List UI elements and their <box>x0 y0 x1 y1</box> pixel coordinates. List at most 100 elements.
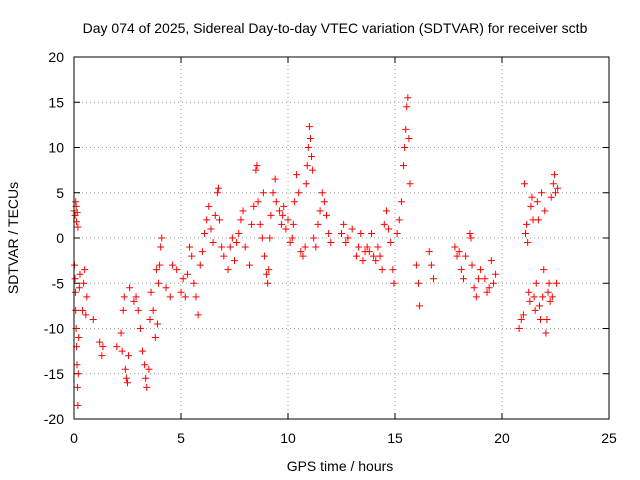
data-point <box>526 297 534 305</box>
data-point <box>533 198 541 206</box>
data-point <box>532 279 540 287</box>
data-point <box>302 180 310 188</box>
data-point <box>256 220 264 228</box>
data-point <box>71 275 79 283</box>
data-point <box>237 216 245 224</box>
data-point <box>474 275 482 283</box>
data-point <box>253 162 261 170</box>
data-point <box>248 220 256 228</box>
data-point <box>147 288 155 296</box>
data-point <box>316 207 324 215</box>
data-point <box>372 257 380 265</box>
data-point <box>312 243 320 251</box>
tick-labels: 0 5 10 15 20 25 20 15 10 5 0 -5 -10 -15 -20 <box>44 49 617 446</box>
data-point <box>554 184 562 192</box>
data-point <box>138 347 146 355</box>
data-point <box>173 266 181 274</box>
data-point <box>207 225 215 233</box>
data-point <box>545 279 553 287</box>
data-point <box>118 347 126 355</box>
data-point <box>122 374 130 382</box>
data-point <box>550 171 558 179</box>
data-point <box>183 270 191 278</box>
data-point <box>301 243 309 251</box>
data-point <box>226 243 234 251</box>
data-point <box>198 248 206 256</box>
data-point <box>430 275 438 283</box>
data-point <box>455 248 463 256</box>
data-point <box>271 175 279 183</box>
data-point <box>142 374 150 382</box>
data-point <box>149 306 157 314</box>
plot-frame <box>73 56 610 420</box>
y-tick-label: -20 <box>44 411 64 427</box>
data-point <box>168 261 176 269</box>
data-point <box>254 198 262 206</box>
data-point <box>166 293 174 301</box>
data-point <box>546 297 554 305</box>
data-point <box>517 315 525 323</box>
data-point <box>472 293 480 301</box>
data-point <box>280 202 288 210</box>
data-point <box>427 261 435 269</box>
data-point <box>552 189 559 197</box>
data-point <box>284 216 292 224</box>
data-point <box>158 234 166 242</box>
data-point <box>357 229 365 237</box>
data-point <box>113 343 121 351</box>
data-point <box>278 220 286 228</box>
data-point <box>543 315 551 323</box>
data-point <box>527 202 535 210</box>
data-point <box>459 275 467 283</box>
data-point <box>177 288 185 296</box>
data-point <box>218 243 226 251</box>
data-point <box>71 288 79 296</box>
data-point <box>233 239 241 247</box>
data-point <box>520 180 528 188</box>
data-point <box>466 229 474 237</box>
data-point <box>145 365 153 373</box>
data-point <box>231 257 238 265</box>
data-point <box>250 202 258 210</box>
data-point <box>468 261 476 269</box>
data-point <box>519 311 527 319</box>
data-point <box>405 134 413 142</box>
x-tick-label: 20 <box>494 430 510 446</box>
y-tick-label: 0 <box>56 230 64 246</box>
data-point <box>214 184 222 192</box>
data-point <box>98 352 106 360</box>
data-point <box>235 229 243 237</box>
data-point <box>264 279 272 287</box>
data-point <box>211 211 219 219</box>
data-point <box>539 293 547 301</box>
data-point <box>151 334 159 342</box>
data-point <box>125 352 133 360</box>
data-point <box>119 306 127 314</box>
data-point <box>374 243 382 251</box>
data-point <box>288 234 296 242</box>
y-tick-label: -10 <box>44 321 64 337</box>
data-point <box>462 252 470 260</box>
data-point <box>378 266 386 274</box>
data-point <box>483 288 491 296</box>
data-point <box>266 234 274 242</box>
data-point <box>146 315 154 323</box>
data-point <box>216 216 224 224</box>
data-point <box>305 123 313 131</box>
y-tick-label: -15 <box>44 366 64 382</box>
data-point <box>340 220 348 228</box>
y-tick-label: 5 <box>56 185 64 201</box>
data-point <box>553 279 561 287</box>
data-point <box>325 229 333 237</box>
data-point <box>162 284 170 292</box>
data-point <box>487 257 495 265</box>
data-point <box>239 207 247 215</box>
data-point <box>318 189 326 197</box>
data-point <box>523 220 531 228</box>
x-tick-label: 10 <box>280 430 296 446</box>
y-axis-label: SDTVAR / TECUs <box>5 182 21 294</box>
data-point <box>265 266 273 274</box>
data-point <box>282 225 290 233</box>
data-point <box>457 266 465 274</box>
data-point <box>385 225 393 233</box>
